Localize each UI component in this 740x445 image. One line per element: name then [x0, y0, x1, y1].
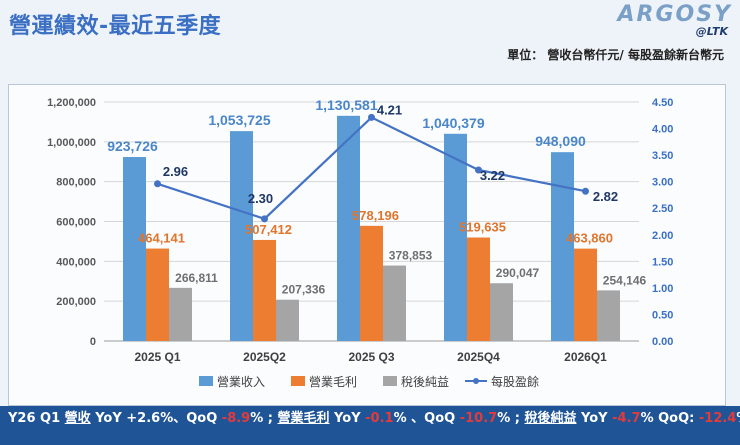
y2-tick-label: 1.50 [652, 256, 673, 268]
y2-tick-label: 0.00 [652, 336, 673, 348]
bar-gross [360, 225, 383, 341]
bar-data-label: 207,336 [282, 283, 326, 297]
eps-line [157, 116, 586, 221]
bar-data-label: 923,726 [107, 138, 158, 154]
chart-panel: 0 200,000 400,000 600,000 800,000 1,000,000 1,… [8, 84, 726, 406]
performance-chart: 0 200,000 400,000 600,000 800,000 1,000,000 1,… [47, 97, 673, 389]
bar-revenue [444, 133, 467, 341]
bar-data-label: 948,090 [535, 133, 586, 149]
eps-data-label: 4.21 [377, 102, 402, 117]
summary-text: YoY [576, 411, 613, 426]
eps-point [154, 180, 161, 188]
y-tick-label: 600,000 [56, 217, 96, 229]
summary-negative-value: -8.9 [221, 411, 251, 426]
bar-data-label: 254,146 [603, 273, 647, 287]
bar-data-label: 1,130,581 [315, 97, 377, 113]
legend-label: 營業收入 [217, 375, 265, 389]
y2-tick-label: 4.50 [652, 97, 673, 109]
eps-point [582, 187, 589, 195]
summary-text: % ; [497, 411, 525, 426]
x-tick-label: 2025 Q3 [348, 350, 394, 364]
y-tick-label: 200,000 [56, 296, 96, 308]
bar-data-label: 1,040,379 [422, 115, 484, 131]
bar-data-label: 463,860 [566, 231, 613, 246]
page-title: 營運績效-最近五季度 [9, 14, 222, 39]
summary-text: % 、QoQ [393, 411, 460, 426]
summary-text: % QoQ: [640, 411, 699, 426]
x-tick-label: 2026Q1 [564, 350, 607, 364]
bar-data-label: 578,196 [352, 208, 399, 223]
eps-point [261, 215, 268, 223]
legend-marker [473, 378, 479, 384]
bar-net [276, 299, 299, 341]
y2-tick-label: 3.50 [652, 150, 673, 162]
summary-keyword-net: 稅後純益 [524, 411, 577, 426]
bar-gross [467, 237, 490, 341]
y2-tick-label: 1.00 [652, 283, 673, 295]
x-tick-label: 2025Q4 [457, 350, 500, 364]
legend-label: 每股盈餘 [491, 374, 539, 389]
summary-text: YoY [329, 411, 366, 426]
logo-subtitle: @LTK [695, 25, 728, 38]
bar-data-label: 519,635 [459, 220, 506, 235]
y2-tick-label: 4.00 [652, 124, 673, 136]
summary-negative-value: -10.7 [459, 411, 498, 426]
bar-net [490, 283, 513, 341]
bar-data-label: 1,053,725 [208, 112, 270, 128]
eps-data-label: 2.30 [248, 191, 273, 206]
bar-net [383, 265, 406, 341]
eps-point [368, 113, 375, 121]
y2-tick-label: 0.50 [652, 309, 673, 321]
summary-keyword-gross: 營業毛利 [277, 411, 330, 426]
summary-text: % ; [250, 411, 278, 426]
y-tick-label: 800,000 [56, 177, 96, 189]
bar-gross [574, 248, 597, 341]
bar-revenue [230, 131, 253, 341]
summary-negative-value: -4.7 [612, 411, 641, 426]
summary-negative-value: -12.4 [698, 411, 737, 426]
bar-revenue [123, 157, 146, 341]
summary-text: YoY +2.6%、QoQ [90, 411, 222, 426]
bar-gross [146, 248, 169, 341]
summary-negative-value: -0.1 [365, 411, 394, 426]
logo-wordmark: ARGOSY [617, 2, 732, 27]
bar-net [597, 290, 620, 341]
y-tick-label: 1,000,000 [47, 137, 96, 149]
x-tick-label: 2025 Q1 [134, 350, 180, 364]
y2-tick-label: 2.50 [652, 203, 673, 215]
bar-data-label: 266,811 [175, 271, 218, 285]
legend-swatch [199, 376, 213, 386]
y-tick-label: 1,200,000 [47, 97, 96, 109]
bar-revenue [551, 152, 574, 341]
bar-data-label: 507,412 [245, 222, 292, 237]
legend-swatch [383, 376, 397, 386]
y-tick-label: 0 [90, 336, 96, 348]
y-tick-label: 400,000 [56, 256, 96, 268]
legend-swatch [291, 376, 305, 386]
summary-keyword-revenue: 營收 [64, 411, 91, 426]
bar-data-label: 378,853 [389, 249, 433, 263]
legend-label: 稅後純益 [401, 375, 449, 389]
summary-text: Y26 Q1 [8, 411, 65, 426]
bar-data-label: 464,141 [138, 231, 185, 246]
bar-net [169, 287, 192, 341]
x-tick-label: 2025Q2 [243, 350, 286, 364]
eps-point [475, 166, 482, 174]
eps-data-label: 2.82 [593, 189, 618, 204]
eps-data-label: 3.22 [480, 168, 505, 183]
y2-tick-label: 2.00 [652, 230, 673, 242]
bar-revenue [337, 115, 360, 341]
eps-data-label: 2.96 [163, 164, 188, 179]
legend-label: 營業毛利 [309, 375, 357, 389]
company-logo: ARGOSY @LTK [612, 2, 732, 38]
unit-note: 單位： 營收台幣仟元/ 每股盈餘新台幣元 [507, 48, 724, 62]
bar-gross [253, 239, 276, 341]
bar-data-label: 290,047 [496, 266, 540, 280]
summary-text: % [736, 411, 740, 426]
y2-tick-label: 3.00 [652, 177, 673, 189]
summary-bar: Y26 Q1 營收 YoY +2.6%、QoQ -8.9% ; 營業毛利 YoY… [0, 406, 740, 445]
